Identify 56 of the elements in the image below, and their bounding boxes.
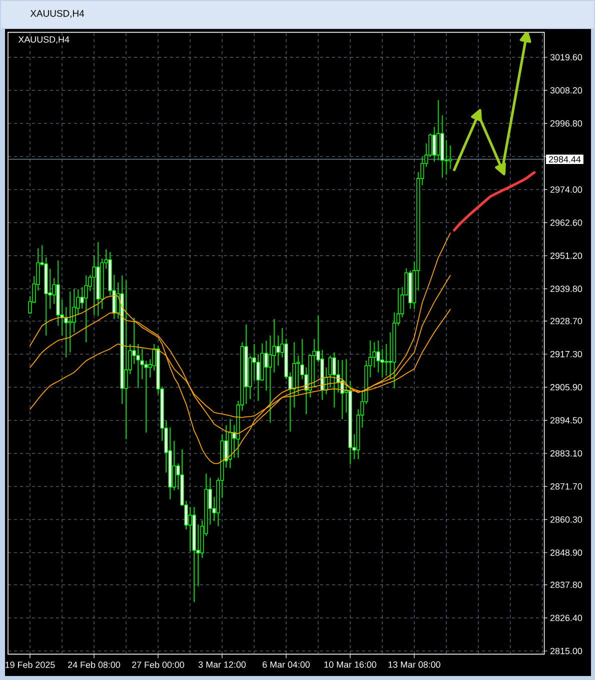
y-tick-label: 2883.10 (550, 450, 582, 457)
candlestick (384, 344, 388, 376)
candlestick (172, 440, 176, 491)
candlestick (312, 338, 316, 388)
candlestick (124, 280, 128, 440)
candlestick (92, 255, 96, 316)
x-tick-label: 6 Mar 04:00 (262, 661, 310, 668)
y-tick-label: 2826.40 (550, 614, 582, 622)
candlestick (96, 242, 100, 317)
candlestick (72, 288, 76, 333)
candlestick (136, 344, 140, 388)
candlestick (56, 260, 60, 326)
candlestick (244, 324, 248, 404)
y-tick-label: 2928.70 (550, 318, 582, 324)
candlestick (392, 312, 396, 389)
candlestick (268, 335, 272, 424)
y-tick-label: 2871.70 (550, 483, 582, 490)
y-tick-label: 2939.80 (550, 286, 582, 292)
candlestick (120, 275, 124, 404)
y-tick-label: 2815.00 (550, 648, 582, 654)
y-tick-label: 3019.60 (550, 54, 582, 60)
candlestick (380, 348, 384, 378)
x-tick-label: 3 Mar 12:00 (198, 661, 246, 668)
candlestick (168, 427, 172, 500)
candlestick (44, 256, 48, 336)
candlestick (276, 335, 280, 366)
chart-title: XAUUSD,H4 (30, 10, 84, 18)
y-tick-label: 2837.80 (550, 582, 582, 588)
candlestick (372, 342, 376, 368)
y-tick-label: 3008.20 (550, 87, 582, 94)
candlestick (84, 275, 88, 343)
candlestick (292, 342, 296, 408)
y-tick-label: 2894.50 (550, 417, 582, 424)
y-tick-label: 2962.60 (550, 219, 582, 226)
x-tick-label: 10 Mar 16:00 (324, 661, 376, 668)
x-tick-label: 27 Feb 00:00 (132, 661, 184, 668)
y-tick-label: 2974.00 (550, 186, 582, 193)
candlestick (68, 291, 72, 353)
candlestick (376, 340, 380, 373)
candlestick (188, 506, 192, 552)
y-tick-label: 2996.80 (550, 120, 582, 127)
candlestick (192, 506, 196, 602)
chart-subtitle: XAUUSD,H4 (18, 36, 70, 44)
candlestick (256, 354, 260, 402)
y-tick-label: 2951.20 (550, 252, 582, 259)
y-tick-label: 2860.30 (550, 516, 582, 523)
y-tick-label: 2917.30 (550, 350, 582, 358)
x-tick-label: 13 Mar 08:00 (388, 661, 440, 668)
candlestick (440, 114, 444, 178)
x-tick-label: 24 Feb 08:00 (68, 661, 120, 668)
y-tick-label: 2905.90 (550, 384, 582, 390)
x-tick-label: 19 Feb 2025 (6, 661, 55, 668)
ref-line-label: 2984.44 (548, 156, 581, 162)
candlestick (272, 318, 276, 373)
candlestick (144, 360, 148, 433)
y-tick-label: 2848.90 (550, 549, 582, 556)
